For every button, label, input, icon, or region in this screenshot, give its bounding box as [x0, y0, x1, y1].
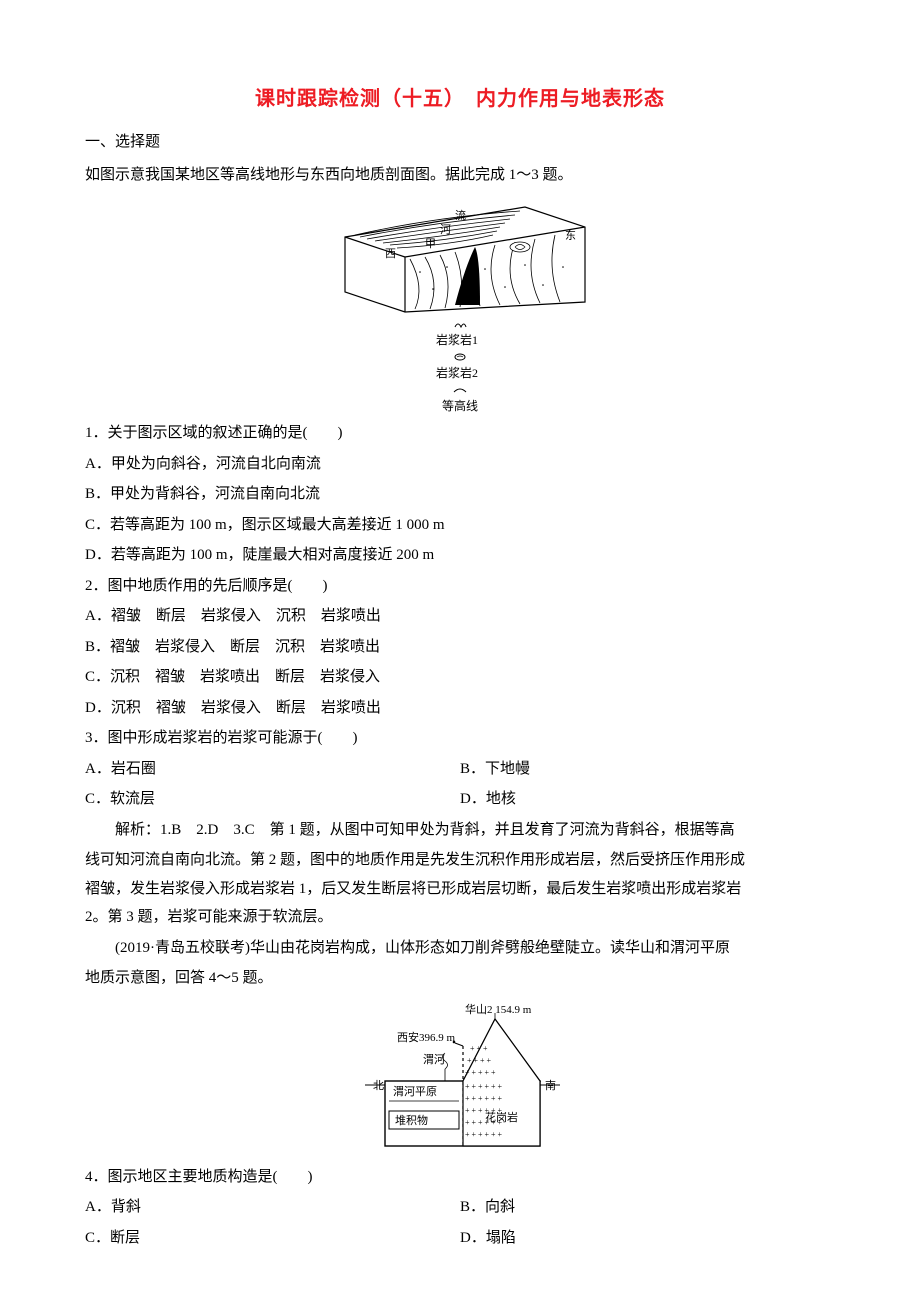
- q3-row2: C．软流层 D．地核: [85, 785, 835, 814]
- explanation-line-3: 褶皱，发生岩浆侵入形成岩浆岩 1，后又发生断层将已形成岩层切断，最后发生岩浆喷出…: [85, 875, 835, 904]
- explanation-line-1: 解析：1.B 2.D 3.C 第 1 题，从图中可知甲处为背斜，并且发育了河流为…: [85, 816, 835, 845]
- svg-text:渭河平原: 渭河平原: [393, 1085, 437, 1098]
- svg-text:+ + + + + +: + + + + + +: [465, 1094, 503, 1103]
- svg-text:东: 东: [565, 229, 576, 242]
- q2-opt-b: B．褶皱 岩浆侵入 断层 沉积 岩浆喷出: [85, 633, 835, 662]
- q4-stem: 4．图示地区主要地质构造是( ): [85, 1163, 835, 1192]
- svg-text:河: 河: [440, 223, 451, 236]
- svg-text:渭河: 渭河: [423, 1053, 445, 1066]
- q4-row1: A．背斜 B．向斜: [85, 1193, 835, 1222]
- q3-opt-b: B．下地幔: [460, 755, 835, 784]
- svg-text:+ + + + + +: + + + + + +: [465, 1082, 503, 1091]
- q2-stem: 2．图中地质作用的先后顺序是( ): [85, 572, 835, 601]
- svg-text:华山2 154.9 m: 华山2 154.9 m: [465, 1002, 532, 1016]
- q1-opt-a: A．甲处为向斜谷，河流自北向南流: [85, 450, 835, 479]
- svg-text:+ + +: + + +: [470, 1044, 488, 1053]
- q4-opt-c: C．断层: [85, 1224, 460, 1253]
- page-title: 课时跟踪检测（十五） 内力作用与地表形态: [85, 80, 835, 118]
- figure-1: 流 河 甲 西 东 岩浆岩1 岩浆岩2 等高线: [85, 197, 835, 417]
- q3-opt-a: A．岩石圈: [85, 755, 460, 784]
- figure-2: 华山2 154.9 m 西安396.9 m 渭河 北 南 + + + + + +…: [85, 1001, 835, 1161]
- page: 课时跟踪检测（十五） 内力作用与地表形态 一、选择题 如图示意我国某地区等高线地…: [0, 0, 920, 1314]
- geology-cross-section-svg: 流 河 甲 西 东: [325, 197, 595, 317]
- explanation-line-4: 2。第 3 题，岩浆可能来源于软流层。: [85, 903, 835, 932]
- caption-part-c: 等高线: [442, 399, 478, 413]
- svg-text:+ + + + + +: + + + + + +: [465, 1130, 503, 1139]
- svg-text:甲: 甲: [425, 238, 436, 250]
- q1-stem: 1．关于图示区域的叙述正确的是( ): [85, 419, 835, 448]
- q4-opt-a: A．背斜: [85, 1193, 460, 1222]
- q4-row2: C．断层 D．塌陷: [85, 1224, 835, 1253]
- explanation-line-2: 线可知河流自南向北流。第 2 题，图中的地质作用是先发生沉积作用形成岩层，然后受…: [85, 846, 835, 875]
- intro-text-1: 如图示意我国某地区等高线地形与东西向地质剖面图。据此完成 1～3 题。: [85, 161, 835, 190]
- q2-opt-c: C．沉积 褶皱 岩浆喷出 断层 岩浆侵入: [85, 663, 835, 692]
- caption-part-b: 岩浆岩2: [436, 366, 478, 380]
- caption-part-a: 岩浆岩1: [436, 333, 478, 347]
- q2-opt-a: A．褶皱 断层 岩浆侵入 沉积 岩浆喷出: [85, 602, 835, 631]
- svg-text:西安396.9 m: 西安396.9 m: [397, 1030, 455, 1044]
- q3-opt-c: C．软流层: [85, 785, 460, 814]
- q1-opt-c: C．若等高距为 100 m，图示区域最大高差接近 1 000 m: [85, 511, 835, 540]
- q1-opt-d: D．若等高距为 100 m，陡崖最大相对高度接近 200 m: [85, 541, 835, 570]
- svg-text:堆积物: 堆积物: [395, 1113, 428, 1127]
- q1-opt-b: B．甲处为背斜谷，河流自南向北流: [85, 480, 835, 509]
- svg-text:花岗岩: 花岗岩: [485, 1110, 518, 1124]
- q4-opt-b: B．向斜: [460, 1193, 835, 1222]
- svg-text:+ + + +: + + + +: [467, 1056, 492, 1065]
- intro-text-2a: (2019·青岛五校联考)华山由花岗岩构成，山体形态如刀削斧劈般绝壁陡立。读华山…: [85, 934, 835, 963]
- q3-opt-d: D．地核: [460, 785, 835, 814]
- intro-text-2b: 地质示意图，回答 4～5 题。: [85, 964, 835, 993]
- svg-text:西: 西: [385, 248, 396, 260]
- q2-opt-d: D．沉积 褶皱 岩浆侵入 断层 岩浆喷出: [85, 694, 835, 723]
- figure-1-caption: 岩浆岩1 岩浆岩2 等高线: [85, 319, 835, 417]
- q4-opt-d: D．塌陷: [460, 1224, 835, 1253]
- q3-row1: A．岩石圈 B．下地幔: [85, 755, 835, 784]
- svg-text:流: 流: [455, 208, 466, 222]
- huashan-section-svg: 华山2 154.9 m 西安396.9 m 渭河 北 南 + + + + + +…: [345, 1001, 575, 1161]
- svg-text:+ + + + +: + + + + +: [465, 1068, 496, 1077]
- section-heading: 一、选择题: [85, 128, 835, 157]
- q3-stem: 3．图中形成岩浆岩的岩浆可能源于( ): [85, 724, 835, 753]
